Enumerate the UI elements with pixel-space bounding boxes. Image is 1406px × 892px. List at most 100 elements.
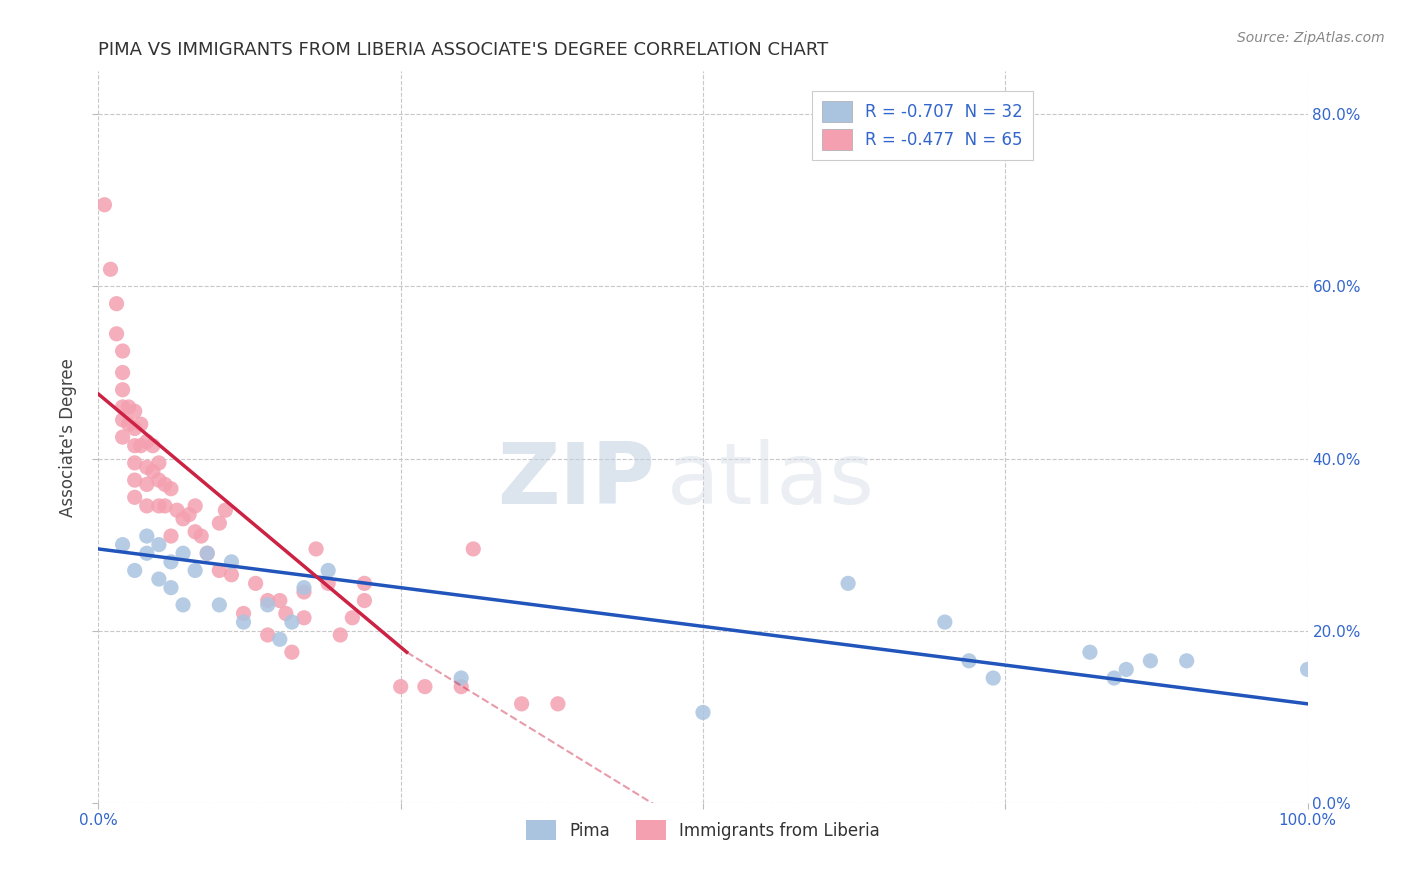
Point [450,671,472,685]
Point [184,564,207,578]
Point [195,546,218,560]
Point [135,499,157,513]
Point [184,524,207,539]
Point [256,598,278,612]
Point [245,576,267,591]
Point [1139,654,1161,668]
Point [281,615,304,629]
Point [274,607,297,621]
Point [129,417,152,432]
Point [153,477,176,491]
Point [353,576,375,591]
Point [195,546,218,560]
Point [124,439,146,453]
Point [316,576,339,591]
Point [105,326,128,341]
Point [111,366,134,380]
Point [111,413,134,427]
Point [160,529,183,543]
Point [353,593,375,607]
Point [981,671,1004,685]
Point [256,628,278,642]
Point [934,615,956,629]
Text: PIMA VS IMMIGRANTS FROM LIBERIA ASSOCIATE'S DEGREE CORRELATION CHART: PIMA VS IMMIGRANTS FROM LIBERIA ASSOCIAT… [98,41,828,59]
Point [153,499,176,513]
Point [1296,662,1319,676]
Point [342,611,364,625]
Point [135,477,157,491]
Point [208,516,231,530]
Point [148,456,170,470]
Point [142,439,165,453]
Point [1078,645,1101,659]
Point [142,465,165,479]
Point [118,400,141,414]
Point [111,383,134,397]
Text: atlas: atlas [666,440,875,523]
Text: Source: ZipAtlas.com: Source: ZipAtlas.com [1237,31,1385,45]
Point [135,529,157,543]
Point [292,581,315,595]
Point [160,581,183,595]
Point [135,546,157,560]
Point [160,482,183,496]
Point [190,529,212,543]
Y-axis label: Associate's Degree: Associate's Degree [59,358,77,516]
Point [292,611,315,625]
Point [124,404,146,418]
Point [329,628,352,642]
Point [100,262,122,277]
Point [129,439,152,453]
Point [184,499,207,513]
Point [692,706,714,720]
Point [172,598,194,612]
Point [463,541,485,556]
Point [221,555,243,569]
Point [124,473,146,487]
Point [221,567,243,582]
Point [269,632,291,647]
Point [179,508,201,522]
Point [124,456,146,470]
Point [135,460,157,475]
Point [172,512,194,526]
Point [111,400,134,414]
Point [160,555,183,569]
Point [111,430,134,444]
Legend: Pima, Immigrants from Liberia: Pima, Immigrants from Liberia [520,814,886,847]
Point [281,645,304,659]
Point [450,680,472,694]
Point [1115,662,1137,676]
Point [214,503,236,517]
Point [166,503,188,517]
Point [232,615,254,629]
Point [111,538,134,552]
Point [135,434,157,449]
Point [316,564,339,578]
Point [208,564,231,578]
Point [1102,671,1125,685]
Point [837,576,859,591]
Point [510,697,533,711]
Point [111,344,134,359]
Text: ZIP: ZIP [496,440,655,523]
Point [957,654,980,668]
Point [389,680,412,694]
Point [93,198,115,212]
Point [232,607,254,621]
Point [148,499,170,513]
Point [269,593,291,607]
Point [292,585,315,599]
Point [256,593,278,607]
Point [305,541,328,556]
Point [124,564,146,578]
Point [124,491,146,505]
Point [172,546,194,560]
Point [413,680,436,694]
Point [124,421,146,435]
Point [1175,654,1198,668]
Point [148,572,170,586]
Point [118,417,141,432]
Point [208,598,231,612]
Point [148,473,170,487]
